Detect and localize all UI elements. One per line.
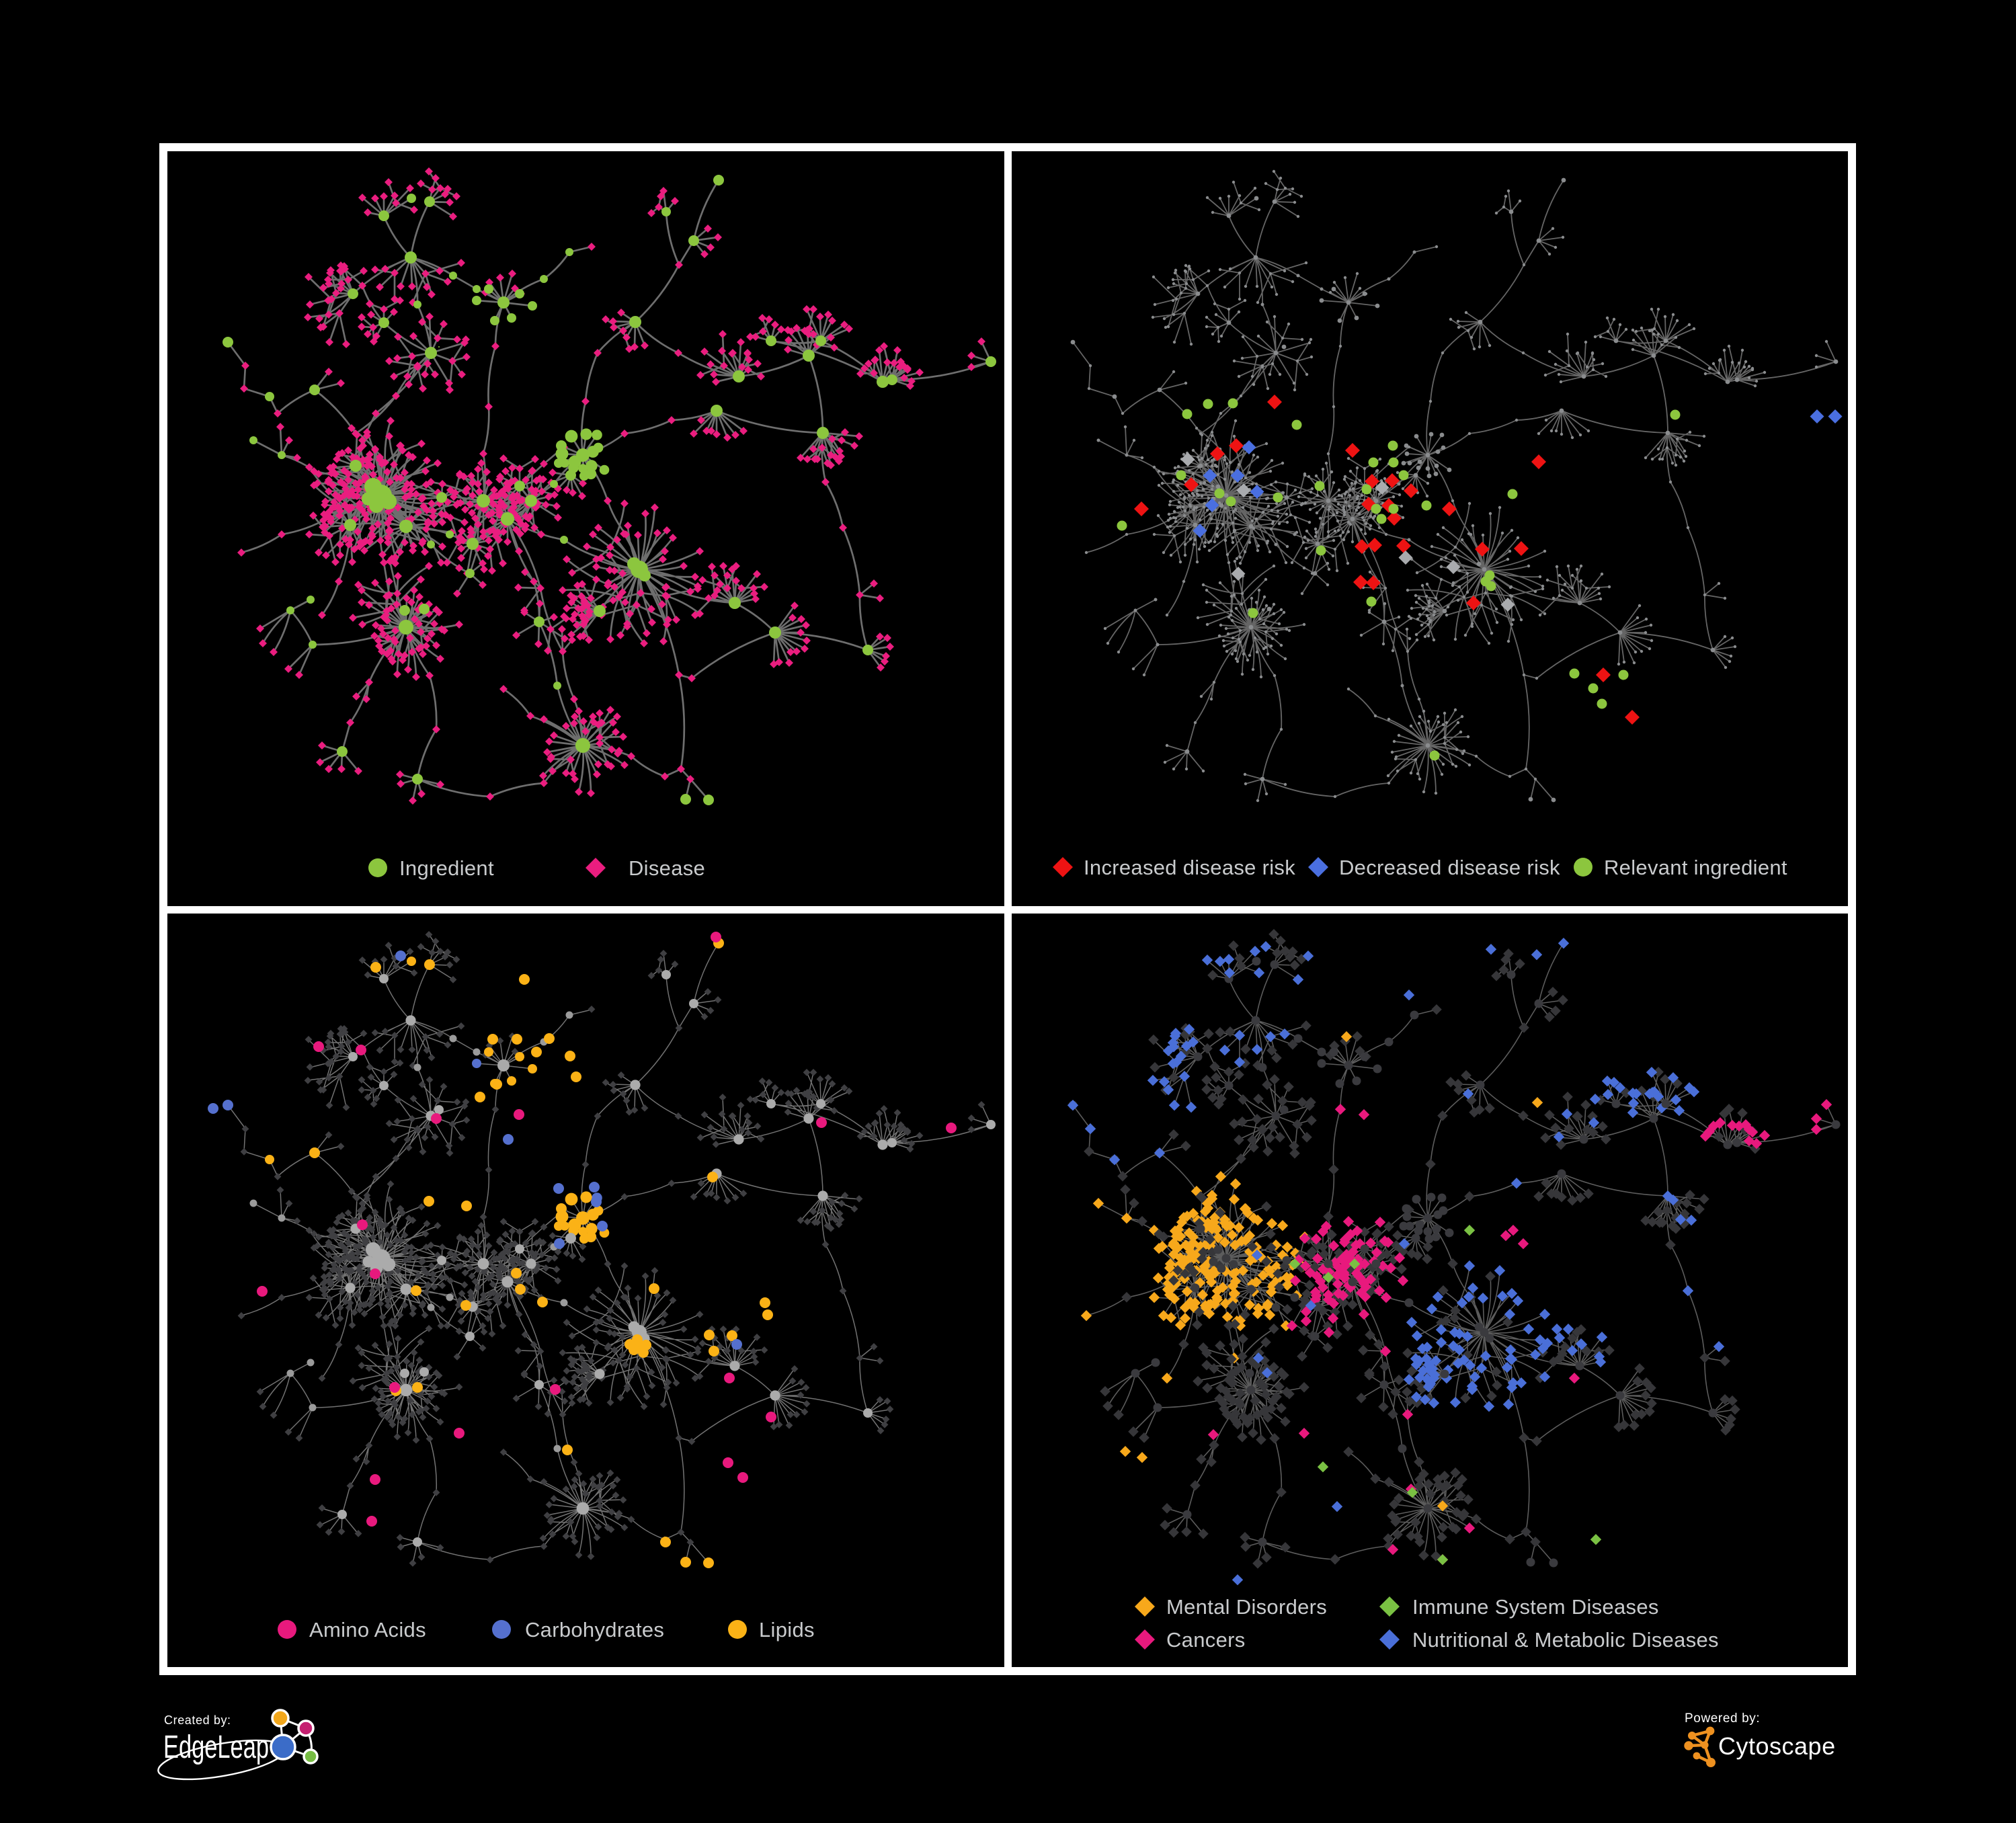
svg-text:Cytoscape: Cytoscape: [1718, 1732, 1836, 1760]
svg-text:Relevant ingredient: Relevant ingredient: [1604, 856, 1787, 879]
svg-text:Increased disease risk: Increased disease risk: [1084, 856, 1295, 879]
svg-text:Decreased disease risk: Decreased disease risk: [1339, 856, 1560, 879]
svg-text:Lipids: Lipids: [759, 1618, 815, 1642]
svg-text:Carbohydrates: Carbohydrates: [525, 1618, 664, 1642]
svg-text:Created by:: Created by:: [164, 1713, 231, 1727]
svg-text:Immune System Diseases: Immune System Diseases: [1412, 1595, 1659, 1619]
svg-text:Disease: Disease: [629, 856, 705, 880]
svg-text:Nutritional & Metabolic Diseas: Nutritional & Metabolic Diseases: [1412, 1628, 1719, 1652]
svg-text:Mental Disorders: Mental Disorders: [1166, 1595, 1327, 1619]
svg-text:Ingredient: Ingredient: [399, 856, 494, 880]
svg-text:Cancers: Cancers: [1166, 1628, 1246, 1652]
svg-text:EdgeLeap: EdgeLeap: [163, 1730, 269, 1765]
svg-text:Amino Acids: Amino Acids: [309, 1618, 426, 1642]
svg-text:Powered by:: Powered by:: [1685, 1711, 1760, 1726]
